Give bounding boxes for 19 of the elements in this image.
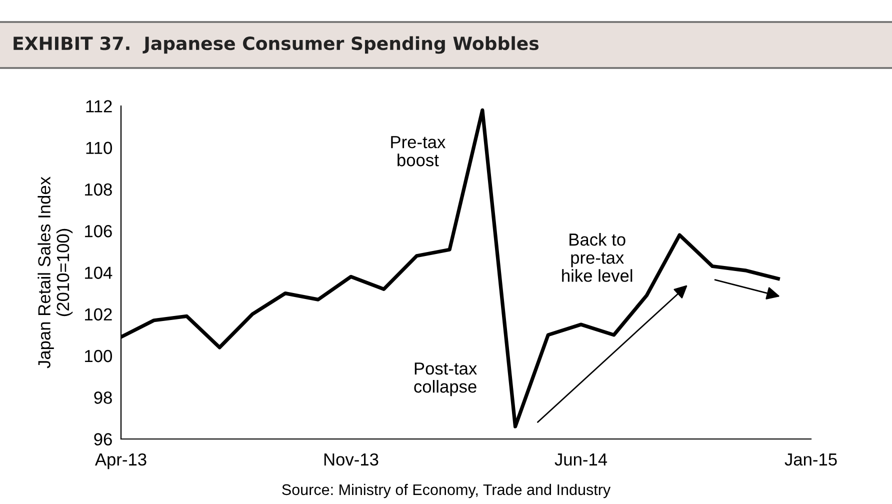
x-tick-label: Jan-15 xyxy=(784,454,837,466)
annotation: Post-tax collapse xyxy=(414,362,477,396)
x-tick-label: Apr-13 xyxy=(94,453,146,470)
y-tick-label: 104 xyxy=(85,266,112,279)
x-tick-label: Nov-13 xyxy=(324,453,378,466)
chart-title: EXHIBIT 37. Japanese Consumer Spending Wobbles xyxy=(14,36,539,54)
y-axis-title: Japan Retail Sales Index (2010=100) xyxy=(38,176,73,368)
annotation: Back to pre-tax hike level xyxy=(562,233,632,282)
y-tick-label: 108 xyxy=(85,183,112,196)
y-tick-label: 96 xyxy=(94,433,112,446)
y-tick-label: 98 xyxy=(94,392,112,404)
annotation: Pre-tax boost xyxy=(391,136,446,166)
y-tick-label: 112 xyxy=(86,100,112,112)
y-tick-label: 106 xyxy=(85,225,112,238)
source-note: Source: Ministry of Economy, Trade and Industry xyxy=(282,484,611,498)
y-tick-label: 100 xyxy=(85,350,112,362)
y-tick-label: 110 xyxy=(86,142,112,154)
y-tick-label: 102 xyxy=(85,308,112,321)
x-tick-label: Jun-14 xyxy=(554,454,608,466)
